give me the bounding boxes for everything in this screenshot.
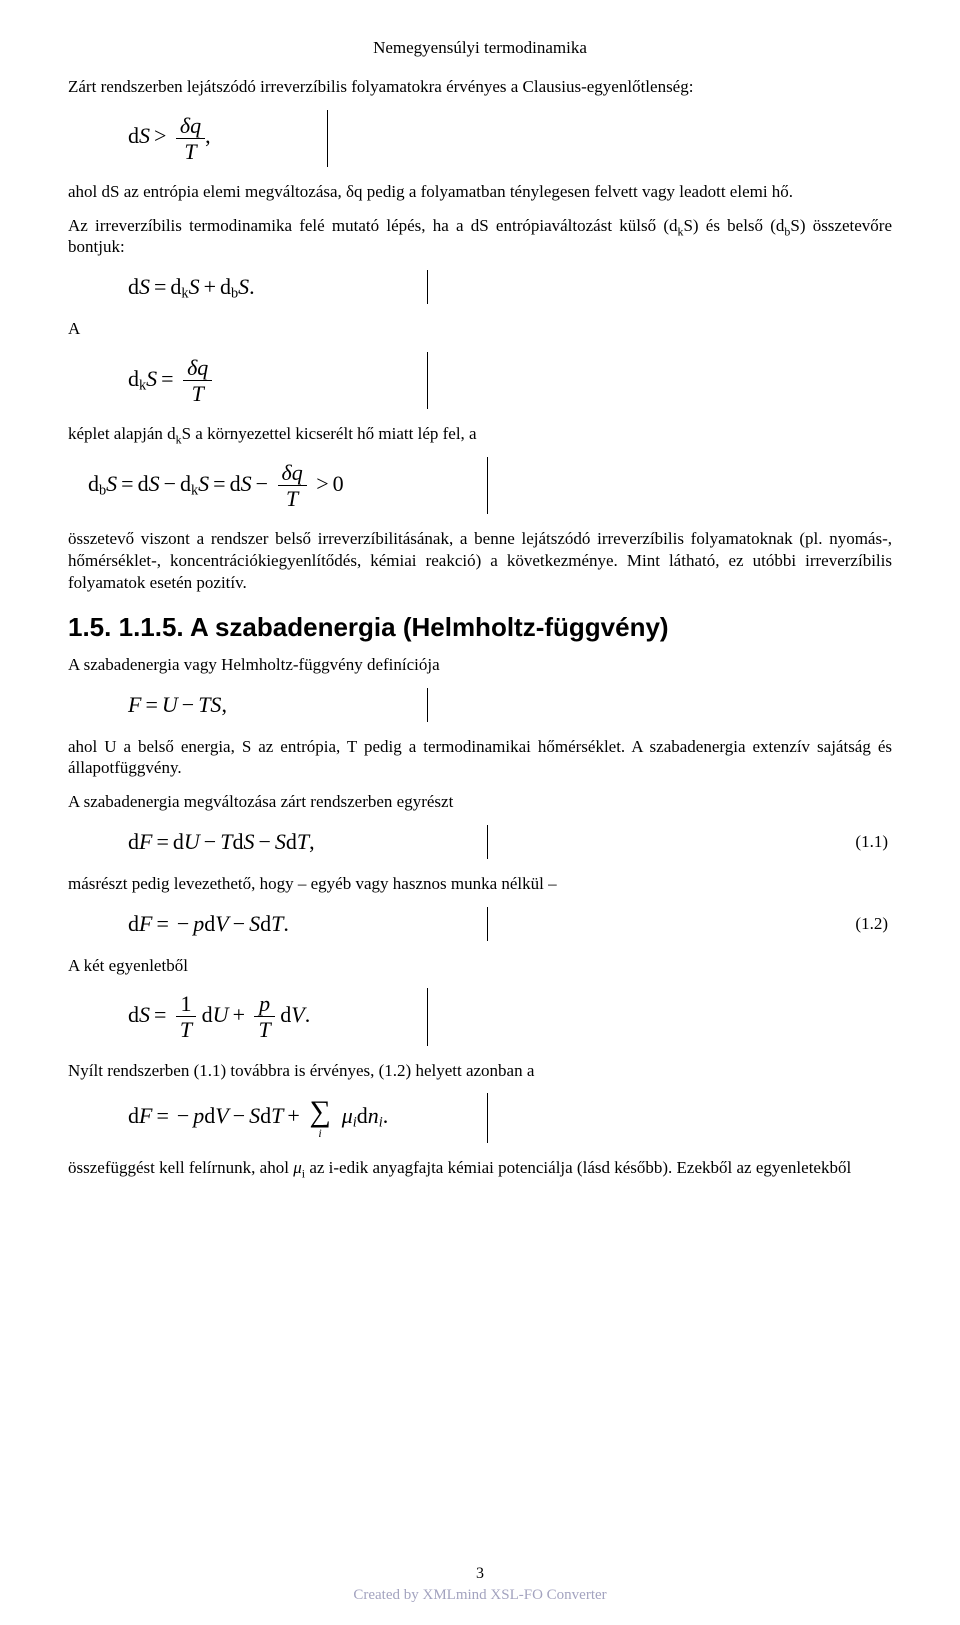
section-title: A szabadenergia (Helmholtz-függvény): [190, 612, 669, 642]
paragraph: másrészt pedig levezethető, hogy – egyéb…: [68, 873, 892, 895]
subsection-number: 1.1.5.: [119, 612, 184, 642]
paragraph: ahol dS az entrópia elemi megváltozása, …: [68, 181, 892, 203]
page-footer: 3 Created by XMLmind XSL-FO Converter: [0, 1563, 960, 1605]
paragraph: Nyílt rendszerben (1.1) továbbra is érvé…: [68, 1060, 892, 1082]
equation-number: (1.2): [488, 914, 892, 934]
text-run: S) és belső (d: [683, 216, 784, 235]
equation-row: dS= 1T dU+ pT dV.: [68, 988, 892, 1045]
page: Nemegyensúlyi termodinamika Zárt rendsze…: [0, 0, 960, 1625]
paragraph: A szabadenergia vagy Helmholtz-függvény …: [68, 654, 892, 676]
equation-row: dF=−pdV−SdT. (1.2): [68, 907, 892, 941]
paragraph: A szabadenergia megváltozása zárt rendsz…: [68, 791, 892, 813]
section-number: 1.5.: [68, 612, 111, 642]
text-run: összefüggést kell felírnunk, ahol: [68, 1158, 293, 1177]
running-head: Nemegyensúlyi termodinamika: [68, 38, 892, 58]
text-run: Az irreverzíbilis termodinamika felé mut…: [68, 216, 677, 235]
equation-row: dbS=dS−dkS=dS− δqT >0: [68, 457, 892, 514]
equation: dS> δqT,: [68, 110, 328, 167]
text-run: az i-edik anyagfajta kémiai potenciálja …: [305, 1158, 851, 1177]
paragraph: ahol U a belső energia, S az entrópia, T…: [68, 736, 892, 780]
equation: dS=dkS+dbS.: [68, 270, 428, 304]
paragraph: A két egyenletből: [68, 955, 892, 977]
paragraph: összefüggést kell felírnunk, ahol μi az …: [68, 1157, 892, 1179]
paragraph: Az irreverzíbilis termodinamika felé mut…: [68, 215, 892, 259]
equation-number: (1.1): [488, 832, 892, 852]
equation: dS= 1T dU+ pT dV.: [68, 988, 428, 1045]
generator-link[interactable]: XMLmind XSL-FO Converter: [422, 1587, 606, 1603]
equation: dF=−pdV−SdT+ ∑i μidni.: [68, 1093, 488, 1143]
section-heading: 1.5. 1.1.5. A szabadenergia (Helmholtz-f…: [68, 611, 892, 644]
equation-row: F=U−TS,: [68, 688, 892, 722]
paragraph: képlet alapján dkS a környezettel kicser…: [68, 423, 892, 445]
equation: F=U−TS,: [68, 688, 428, 722]
equation: dF=dU−TdS−SdT,: [68, 825, 488, 859]
equation-row: dkS= δqT: [68, 352, 892, 409]
equation: dbS=dS−dkS=dS− δqT >0: [68, 457, 488, 514]
text-run: S a környezettel kicserélt hő miatt lép …: [182, 424, 477, 443]
symbol: μ: [293, 1158, 302, 1177]
equation-row: dF=dU−TdS−SdT, (1.1): [68, 825, 892, 859]
page-number: 3: [0, 1563, 960, 1585]
paragraph: Zárt rendszerben lejátszódó irreverzíbil…: [68, 76, 892, 98]
paragraph: A: [68, 318, 892, 340]
generator-line: Created by XMLmind XSL-FO Converter: [0, 1585, 960, 1605]
text-run: képlet alapján d: [68, 424, 176, 443]
paragraph: összetevő viszont a rendszer belső irrev…: [68, 528, 892, 593]
equation: dkS= δqT: [68, 352, 428, 409]
equation-row: dS> δqT,: [68, 110, 892, 167]
equation: dF=−pdV−SdT.: [68, 907, 488, 941]
generator-prefix: Created by: [353, 1587, 422, 1603]
equation-row: dF=−pdV−SdT+ ∑i μidni.: [68, 1093, 892, 1143]
equation-row: dS=dkS+dbS.: [68, 270, 892, 304]
